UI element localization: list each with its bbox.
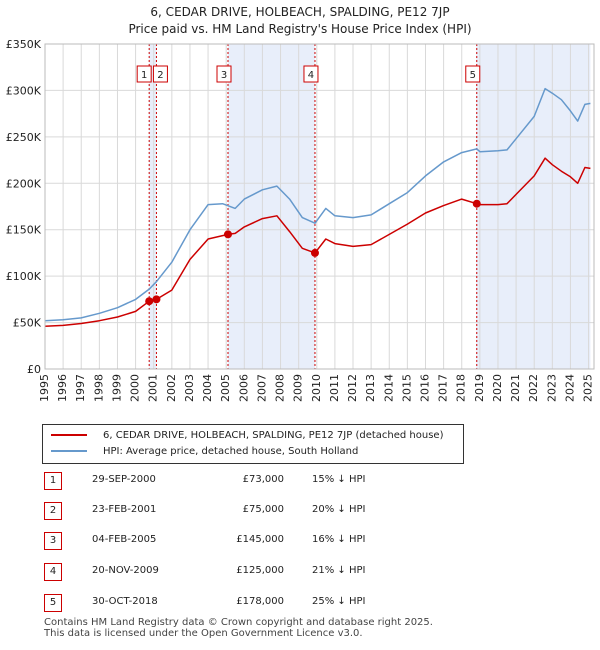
- sale-label-box: [136, 65, 152, 83]
- x-tick-label: 2004: [201, 374, 214, 402]
- chart-title-line1: 6, CEDAR DRIVE, HOLBEACH, SPALDING, PE12…: [150, 5, 450, 19]
- sale-date: 23-FEB-2001: [92, 504, 157, 515]
- sale-label: 4: [308, 70, 314, 81]
- sale-label: 3: [221, 70, 227, 81]
- sale-point: [145, 297, 154, 306]
- sale-point: [310, 248, 319, 257]
- x-tick-label: 2023: [545, 374, 558, 402]
- x-tick-label: 2015: [400, 374, 413, 402]
- y-tick-label: £150K: [6, 224, 42, 237]
- sale-price: £145,000: [236, 534, 284, 545]
- sale-number-badge: 5: [44, 594, 62, 612]
- plot-border: [44, 43, 595, 370]
- sale-date: 29-SEP-2000: [92, 474, 156, 485]
- x-tick-label: 2013: [364, 374, 377, 402]
- x-tick-label: 2003: [183, 374, 196, 402]
- table-row: 4 20-NOV-2009 £125,000 21% ↓ HPI: [44, 563, 444, 581]
- sale-number-badge: 2: [44, 502, 62, 520]
- sale-number-badge: 3: [44, 532, 62, 550]
- x-tick-label: 2025: [582, 374, 595, 402]
- x-tick-label: 2001: [147, 374, 160, 402]
- y-tick-label: £250K: [6, 131, 42, 144]
- sale-hpi-diff: 16% ↓ HPI: [312, 534, 366, 545]
- x-tick-label: 2002: [165, 374, 178, 402]
- table-row: 1 29-SEP-2000 £73,000 15% ↓ HPI: [44, 472, 444, 490]
- x-tick-label: 2008: [274, 374, 287, 402]
- y-tick-label: £100K: [6, 270, 42, 283]
- legend-swatch-hpi: [51, 450, 87, 452]
- sale-hpi-diff: 21% ↓ HPI: [312, 565, 366, 576]
- legend-label-property: 6, CEDAR DRIVE, HOLBEACH, SPALDING, PE12…: [103, 430, 444, 441]
- sale-hpi-diff: 20% ↓ HPI: [312, 504, 366, 515]
- x-tick-label: 1998: [92, 374, 105, 402]
- sale-date: 20-NOV-2009: [92, 565, 159, 576]
- sale-label-box: [152, 65, 168, 83]
- chart-title-line2: Price paid vs. HM Land Registry's House …: [128, 22, 472, 36]
- x-tick-label: 2011: [328, 374, 341, 402]
- sale-price: £73,000: [242, 474, 284, 485]
- x-tick-label: 2021: [509, 374, 522, 402]
- sale-price: £125,000: [236, 565, 284, 576]
- table-row: 3 04-FEB-2005 £145,000 16% ↓ HPI: [44, 532, 444, 550]
- x-tick-label: 2024: [563, 374, 576, 402]
- sale-price: £75,000: [242, 504, 284, 515]
- x-tick-label: 2014: [382, 374, 395, 402]
- sale-label-box: [303, 65, 319, 83]
- sale-price: £178,000: [236, 596, 284, 607]
- x-tick-label: 2007: [255, 374, 268, 402]
- shaded-period: [476, 44, 591, 369]
- sale-number-badge: 4: [44, 563, 62, 581]
- x-tick-label: 1997: [74, 374, 87, 402]
- x-tick-label: 2016: [418, 374, 431, 402]
- sale-hpi-diff: 25% ↓ HPI: [312, 596, 366, 607]
- legend-item-property: 6, CEDAR DRIVE, HOLBEACH, SPALDING, PE12…: [51, 429, 443, 443]
- x-tick-label: 2020: [491, 374, 504, 402]
- table-row: 5 30-OCT-2018 £178,000 25% ↓ HPI: [44, 594, 444, 612]
- x-tick-label: 1995: [38, 374, 51, 402]
- x-tick-label: 2019: [473, 374, 486, 402]
- x-tick-label: 2012: [346, 374, 359, 402]
- y-tick-label: £50K: [13, 317, 42, 330]
- sale-point: [472, 199, 481, 208]
- hpi-line: [44, 87, 591, 322]
- price-chart: 1 2 3 4 5 £0 £50K £100K £150K £200K £250K £300K £350…: [6, 38, 595, 402]
- chart-legend: 6, CEDAR DRIVE, HOLBEACH, SPALDING, PE12…: [42, 424, 464, 464]
- sale-label: 5: [470, 70, 476, 81]
- sale-point: [224, 230, 232, 239]
- x-tick-label: 2022: [527, 374, 540, 402]
- x-tick-label: 2009: [292, 374, 305, 402]
- footer-copyright: Contains HM Land Registry data © Crown c…: [44, 617, 433, 628]
- x-tick-label: 2000: [129, 374, 142, 402]
- x-tick-label: 2006: [237, 374, 250, 402]
- footer-notice: Contains HM Land Registry data © Crown c…: [44, 617, 433, 639]
- x-tick-label: 2010: [310, 374, 323, 402]
- y-tick-label: £350K: [6, 38, 42, 51]
- sale-number-badge: 1: [44, 472, 62, 490]
- sale-label: 2: [157, 70, 163, 81]
- footer-licence: This data is licensed under the Open Gov…: [44, 628, 363, 639]
- table-row: 2 23-FEB-2001 £75,000 20% ↓ HPI: [44, 502, 444, 520]
- sale-date: 30-OCT-2018: [92, 596, 158, 607]
- sale-label: 1: [141, 70, 147, 81]
- x-tick-label: 1996: [56, 374, 69, 402]
- x-tick-label: 2017: [437, 374, 450, 402]
- sale-label-box: [465, 65, 481, 83]
- shaded-period: [228, 44, 315, 369]
- sale-hpi-diff: 15% ↓ HPI: [312, 474, 366, 485]
- x-tick-label: 1999: [110, 374, 123, 402]
- x-tick-label: 2018: [455, 374, 468, 402]
- sale-date: 04-FEB-2005: [92, 534, 157, 545]
- y-tick-label: £0: [27, 363, 41, 376]
- y-tick-label: £300K: [6, 84, 42, 97]
- x-tick-label: 2005: [219, 374, 232, 402]
- sale-point: [152, 295, 161, 304]
- legend-label-hpi: HPI: Average price, detached house, Sout…: [103, 446, 359, 457]
- y-tick-label: £200K: [6, 177, 42, 190]
- legend-item-hpi: HPI: Average price, detached house, Sout…: [51, 445, 358, 459]
- legend-swatch-property: [51, 434, 87, 436]
- sale-label-box: [216, 65, 232, 83]
- shaded-period: [149, 44, 157, 369]
